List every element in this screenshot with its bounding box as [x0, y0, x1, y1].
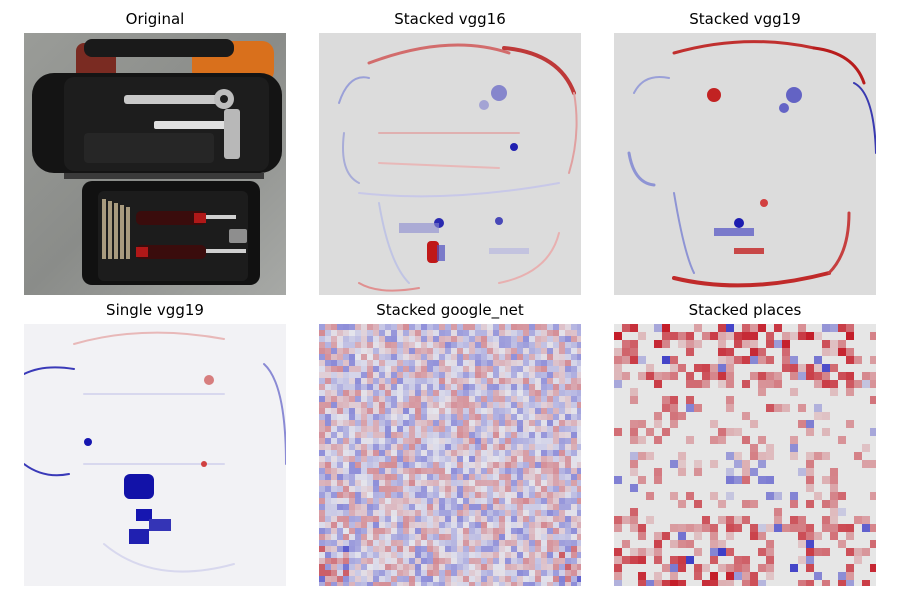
panel-title: Stacked vgg16 — [394, 10, 506, 28]
panel-title: Stacked places — [688, 301, 802, 319]
saliency-heatmap — [319, 324, 581, 586]
panel-title: Single vgg19 — [106, 301, 204, 319]
saliency-heatmap — [319, 33, 581, 295]
original-photo — [24, 33, 286, 295]
panel-title: Stacked google_net — [376, 301, 524, 319]
panel-title: Original — [125, 10, 185, 28]
saliency-heatmap — [614, 324, 876, 586]
saliency-heatmap — [24, 324, 286, 586]
saliency-heatmap — [614, 33, 876, 295]
panel-title: Stacked vgg19 — [689, 10, 801, 28]
